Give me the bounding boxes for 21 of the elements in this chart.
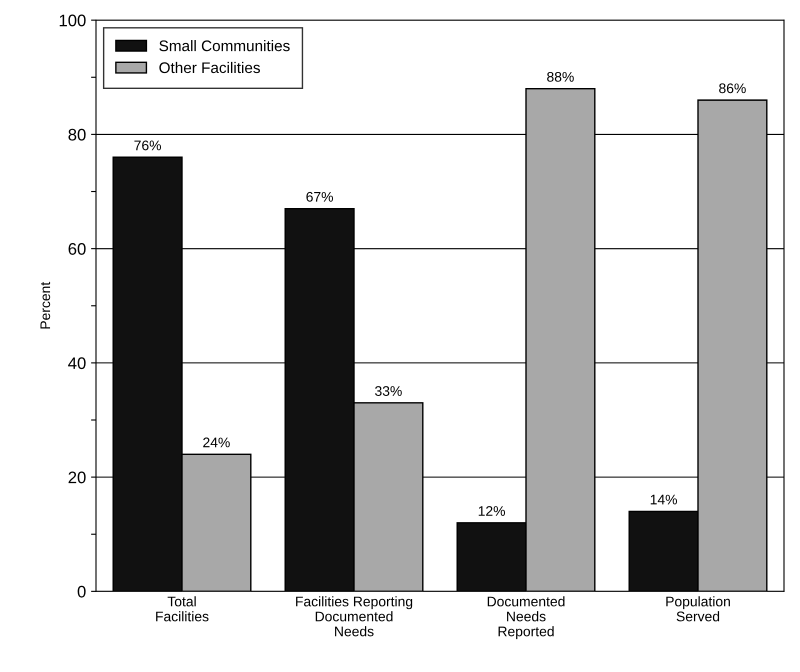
y-tick-label: 100 [60,14,86,26]
data-label: 24% [203,438,230,448]
x-tick-label: Total Facilities [156,596,209,622]
x-tick-label: Facilities Reporting Documented Needs [296,596,412,636]
data-label: 67% [306,192,334,202]
y-tick-label: 80 [68,128,86,141]
data-label: 14% [650,494,678,504]
data-label: 33% [375,386,402,396]
legend-label: Small Communities [159,40,290,52]
legend-label: Other Facilities [159,62,260,74]
y-tick-label: 0 [78,586,86,598]
y-axis-title: Percent [40,282,50,329]
x-tick-label: Documented Needs Reported [488,596,564,640]
data-label: 76% [134,140,162,150]
x-tick-label: Population Served [666,596,730,622]
data-label: 86% [719,83,746,94]
data-label: 12% [478,506,506,516]
y-tick-label: 20 [68,472,86,484]
y-tick-label: 40 [68,357,86,370]
data-label: 88% [547,72,574,82]
y-tick-label: 60 [68,243,86,255]
